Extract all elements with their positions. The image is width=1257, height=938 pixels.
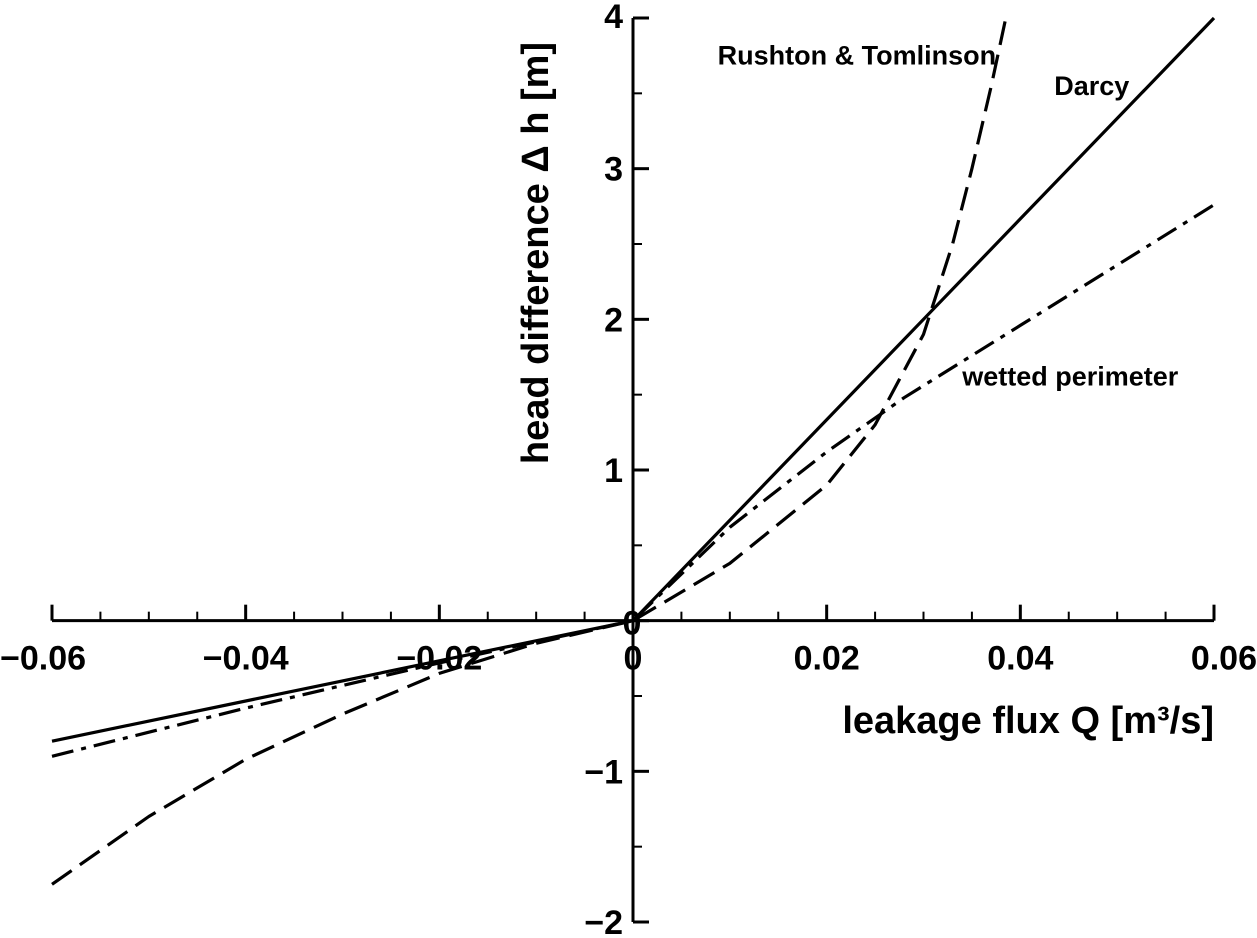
x-tick-label: 0.06 xyxy=(1191,640,1257,678)
y-tick-label: −1 xyxy=(584,753,623,791)
series-darcy xyxy=(51,16,1216,743)
x-tick-label: −0.04 xyxy=(203,640,289,678)
x-tick-label: 0 xyxy=(624,640,643,678)
annotations: Rushton & Tomlinson Darcy wetted perimeter xyxy=(718,41,1179,392)
x-tick-label: −0.06 xyxy=(0,640,86,678)
y-tick-label: 3 xyxy=(604,151,623,189)
series-rushton-tomlinson xyxy=(51,17,1008,886)
label-rushton-tomlinson: Rushton & Tomlinson xyxy=(718,41,996,71)
y-axis-title: head difference Δ h [m] xyxy=(515,42,557,464)
x-tick-label: 0.02 xyxy=(794,640,860,678)
y-tick-label: 0 xyxy=(623,605,642,643)
label-darcy: Darcy xyxy=(1054,71,1129,101)
x-tick-label: −0.02 xyxy=(396,640,482,678)
x-axis-title: leakage flux Q [m³/s] xyxy=(842,700,1214,742)
y-tick-label: 1 xyxy=(604,452,623,490)
y-tick-label: 4 xyxy=(604,0,623,36)
label-wetted-perimeter: wetted perimeter xyxy=(961,362,1179,392)
series-group xyxy=(51,16,1216,886)
y-tick-label: −2 xyxy=(584,904,623,938)
y-tick-label: 2 xyxy=(604,301,623,339)
x-tick-label: 0.04 xyxy=(987,640,1053,678)
series-wetted-perimeter xyxy=(51,203,1215,758)
